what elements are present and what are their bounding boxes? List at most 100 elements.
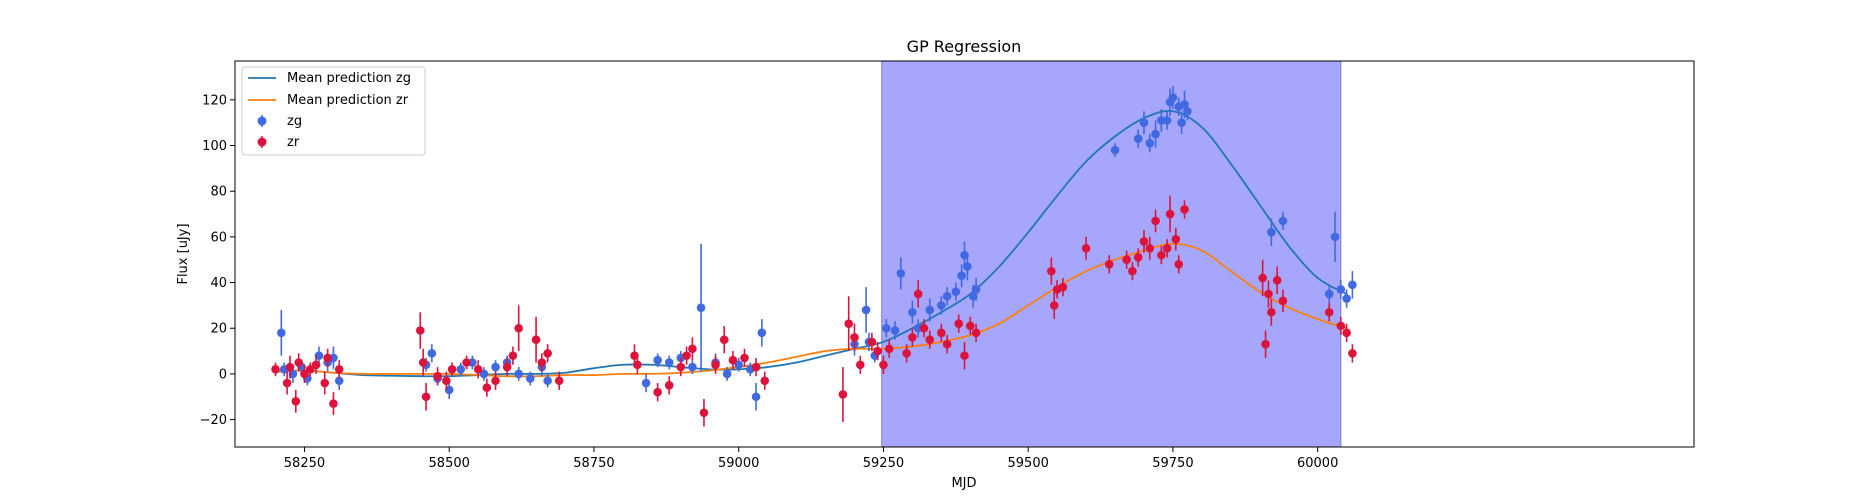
x-tick-label: 59250 <box>863 456 904 471</box>
point-zr <box>1261 339 1270 349</box>
point-zr <box>653 387 662 397</box>
point-zg <box>1183 106 1192 116</box>
point-zr <box>1336 321 1346 331</box>
point-zg <box>1133 134 1143 143</box>
legend-box <box>241 66 426 156</box>
point-zr <box>282 378 292 388</box>
point-zg <box>1342 294 1351 303</box>
point-zg <box>963 262 972 271</box>
y-tick-label: 0 <box>219 367 227 382</box>
point-zr <box>873 346 882 356</box>
y-axis-label: Flux [uJy] <box>176 223 191 284</box>
point-zg <box>334 376 344 386</box>
point-zg <box>722 369 732 379</box>
point-zg <box>1162 116 1172 125</box>
point-zr <box>433 371 442 381</box>
point-zr <box>1128 266 1137 276</box>
point-zr <box>1133 253 1143 262</box>
point-zg <box>525 374 535 383</box>
y-tick-label: 20 <box>210 322 227 337</box>
point-zr <box>305 365 315 374</box>
point-zr <box>531 335 541 344</box>
point-zr <box>1258 273 1267 283</box>
point-zg <box>653 355 662 365</box>
point-zr <box>418 358 428 367</box>
y-tick-label: 100 <box>202 139 227 154</box>
plot-frame <box>234 60 1695 448</box>
point-zr <box>442 376 451 386</box>
point-zr <box>300 369 309 379</box>
point-zr <box>664 381 674 390</box>
point-zr <box>942 339 952 349</box>
point-zg <box>890 326 900 335</box>
shaded-region-layer <box>881 60 1342 448</box>
point-zr <box>323 353 332 363</box>
point-zr <box>937 328 946 338</box>
point-zr <box>543 349 552 358</box>
point-zr <box>1104 259 1114 269</box>
point-zg <box>543 376 552 386</box>
point-zr <box>633 360 642 370</box>
point-zg <box>641 378 651 388</box>
x-tick-label: 59000 <box>718 456 759 471</box>
point-zr <box>884 344 894 354</box>
point-zr <box>329 399 338 408</box>
legend-label-zg: zg <box>287 114 302 129</box>
point-zr <box>960 351 969 360</box>
point-zr <box>1151 216 1160 226</box>
legend-label-zg-line: Mean prediction zg <box>287 71 411 86</box>
point-zg <box>688 362 697 372</box>
point-zr <box>1171 234 1181 244</box>
data-points <box>271 86 1357 427</box>
point-zr <box>1081 243 1091 253</box>
y-tick-label: 60 <box>210 230 227 245</box>
point-zg <box>1139 118 1149 127</box>
point-zr <box>740 353 749 363</box>
point-zr <box>1324 307 1334 317</box>
point-zr <box>1165 209 1175 219</box>
point-zr <box>1278 296 1288 306</box>
legend-label-zr: zr <box>287 135 300 150</box>
point-zr <box>473 365 483 374</box>
x-tick-label: 59500 <box>1008 456 1049 471</box>
point-zg <box>1336 285 1346 294</box>
point-zr <box>320 378 330 388</box>
point-zr <box>902 349 911 358</box>
legend-label-zr-line: Mean prediction zr <box>287 93 409 108</box>
y-tick-label: −20 <box>200 413 227 428</box>
point-zr <box>688 344 697 354</box>
point-zr <box>508 351 518 360</box>
point-zr <box>719 335 729 344</box>
point-zr <box>908 333 917 342</box>
point-zg <box>1151 129 1160 139</box>
point-zr <box>850 333 859 342</box>
point-zr <box>462 358 471 367</box>
x-tick-label: 60000 <box>1297 456 1338 471</box>
point-zr <box>294 358 303 367</box>
point-zg <box>491 362 500 372</box>
x-axis-ticks: 58250 58500 58750 59000 59250 59500 59750 60000 <box>284 447 1338 471</box>
point-zg <box>479 369 489 379</box>
point-zr <box>682 351 691 360</box>
point-zg <box>925 305 935 315</box>
point-zg <box>427 349 437 358</box>
point-zg <box>514 369 523 379</box>
point-zg <box>1278 216 1288 226</box>
point-zr <box>838 390 848 399</box>
point-zr <box>867 337 877 347</box>
x-tick-label: 58750 <box>573 456 614 471</box>
point-zr <box>1157 250 1166 260</box>
point-zr <box>699 408 709 418</box>
point-zg <box>951 287 961 296</box>
y-axis-ticks: −20 0 20 40 60 80 100 120 <box>200 93 235 428</box>
point-zr <box>965 321 975 331</box>
point-zg <box>1145 138 1155 148</box>
point-zg <box>937 301 946 310</box>
point-zr <box>954 319 964 328</box>
point-zr <box>751 362 761 372</box>
point-zr <box>1342 328 1351 338</box>
point-zg <box>696 303 706 312</box>
shaded-region <box>881 60 1342 448</box>
point-zr <box>421 392 431 402</box>
